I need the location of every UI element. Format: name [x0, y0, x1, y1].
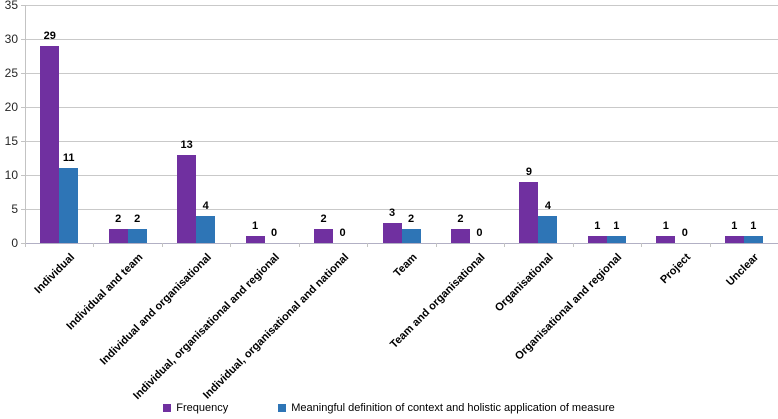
legend-item-frequency: Frequency: [163, 402, 228, 414]
bar-frequency-1: [108, 229, 128, 243]
x-axis-line: [25, 243, 778, 244]
x-tick-6: [435, 243, 437, 247]
bar-meaningful-10: [743, 236, 763, 243]
value-label-meaningful-0: 11: [62, 152, 75, 165]
gridline-20: [25, 107, 778, 108]
value-label-frequency-6: 2: [457, 213, 464, 226]
gridline-30: [25, 39, 778, 40]
y-tick-label-15: 15: [4, 134, 18, 148]
x-category-label: Individual and team: [64, 251, 146, 333]
value-label-frequency-4: 2: [320, 213, 327, 226]
y-tick-label-20: 20: [4, 100, 18, 114]
y-tick-5: [21, 209, 25, 210]
value-label-frequency-10: 1: [731, 220, 738, 233]
value-label-meaningful-5: 2: [407, 213, 415, 226]
x-category-label: Team: [391, 251, 420, 280]
value-label-frequency-5: 3: [388, 206, 396, 219]
x-tick-4: [298, 243, 300, 247]
x-tick-0: [25, 243, 26, 247]
bar-meaningful-8: [606, 236, 626, 243]
legend-swatch-icon: [278, 404, 287, 412]
x-tick-1: [93, 243, 95, 247]
y-tick-label-5: 5: [11, 202, 18, 216]
y-tick-label-30: 30: [4, 32, 18, 46]
bar-frequency-2: [177, 154, 197, 243]
y-tick-25: [21, 73, 25, 74]
x-tick-10: [709, 243, 711, 247]
legend: Frequency Meaningful definition of contex…: [0, 402, 778, 414]
x-tick-8: [572, 243, 574, 247]
bar-meaningful-7: [538, 215, 558, 243]
y-tick-label-10: 10: [4, 168, 18, 182]
y-tick-20: [21, 107, 25, 108]
gridline-15: [25, 141, 778, 142]
bar-meaningful-1: [127, 229, 147, 243]
value-label-frequency-7: 9: [525, 165, 532, 178]
bar-frequency-8: [587, 236, 607, 243]
x-category-label: Organisational: [493, 251, 557, 315]
x-category-label: Unclear: [724, 251, 762, 289]
bar-frequency-6: [450, 229, 470, 243]
value-label-frequency-0: 29: [43, 29, 56, 42]
x-tick-9: [641, 243, 643, 247]
value-label-meaningful-3: 0: [271, 227, 278, 239]
y-axis-line: [25, 5, 26, 247]
y-tick-35: [21, 5, 25, 6]
y-tick-label-35: 35: [4, 0, 18, 12]
value-label-frequency-3: 1: [252, 220, 259, 233]
value-label-meaningful-10: 1: [750, 220, 757, 233]
bar-meaningful-0: [59, 168, 79, 243]
y-tick-30: [21, 39, 25, 40]
bar-frequency-10: [724, 236, 744, 243]
x-tick-5: [367, 243, 369, 247]
x-category-label: Individual, organisational and regional: [131, 251, 283, 402]
value-label-meaningful-4: 0: [339, 227, 346, 239]
value-label-meaningful-2: 4: [202, 199, 209, 212]
value-label-frequency-8: 1: [594, 220, 601, 233]
x-tick-7: [504, 243, 506, 247]
bar-frequency-0: [40, 45, 60, 243]
bar-frequency-5: [382, 222, 402, 243]
legend-item-meaningful-definition: Meaningful definition of context and hol…: [278, 402, 615, 414]
value-label-meaningful-1: 2: [134, 213, 141, 226]
bar-frequency-7: [519, 181, 539, 243]
bar-frequency-4: [314, 229, 334, 243]
value-label-meaningful-6: 0: [476, 227, 483, 239]
x-category-label: Individual and organisational: [97, 251, 214, 368]
y-tick-10: [21, 175, 25, 176]
x-tick-2: [161, 243, 163, 247]
y-tick-0: [21, 243, 25, 244]
legend-label: Frequency: [176, 402, 229, 414]
x-category-label: Individual, organisational and national: [200, 251, 351, 402]
bar-meaningful-2: [196, 215, 216, 243]
bar-frequency-3: [245, 236, 265, 243]
bar-frequency-9: [656, 236, 676, 243]
y-tick-label-25: 25: [4, 66, 18, 80]
value-label-frequency-2: 13: [180, 138, 193, 151]
y-tick-15: [21, 141, 25, 142]
value-label-frequency-9: 1: [662, 220, 669, 233]
bar-meaningful-5: [401, 229, 421, 243]
x-tick-3: [230, 243, 232, 247]
x-category-label: Individual: [32, 251, 77, 297]
x-category-label: Project: [658, 251, 694, 287]
value-label-meaningful-8: 1: [613, 220, 620, 233]
legend-label: Meaningful definition of context and hol…: [291, 402, 615, 414]
gridline-25: [25, 73, 778, 74]
legend-swatch-icon: [163, 404, 172, 412]
gridline-5: [25, 209, 778, 210]
value-label-meaningful-9: 0: [681, 227, 688, 239]
value-label-frequency-1: 2: [115, 213, 122, 226]
gridline-35: [25, 5, 778, 6]
y-tick-label-0: 0: [11, 236, 18, 250]
value-label-meaningful-7: 4: [544, 199, 551, 212]
gridline-10: [25, 175, 778, 176]
